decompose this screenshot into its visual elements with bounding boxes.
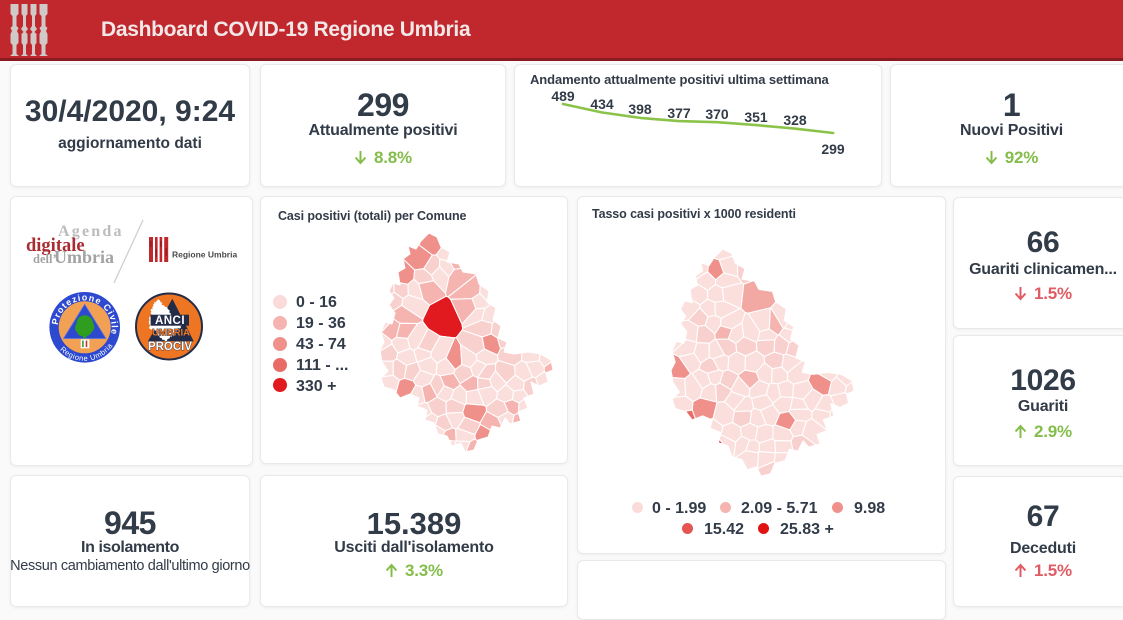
svg-text:Agenda: Agenda [58, 223, 124, 240]
svg-text:UMBRIA: UMBRIA [152, 327, 190, 338]
svg-text:Regione Umbria: Regione Umbria [172, 250, 237, 260]
svg-text:PROCIV: PROCIV [148, 341, 192, 353]
svg-text:Umbria: Umbria [54, 247, 114, 267]
svg-text:ANCI: ANCI [155, 315, 185, 327]
svg-text:digitale: digitale [26, 236, 85, 256]
svg-text:dell’: dell’ [33, 252, 57, 266]
